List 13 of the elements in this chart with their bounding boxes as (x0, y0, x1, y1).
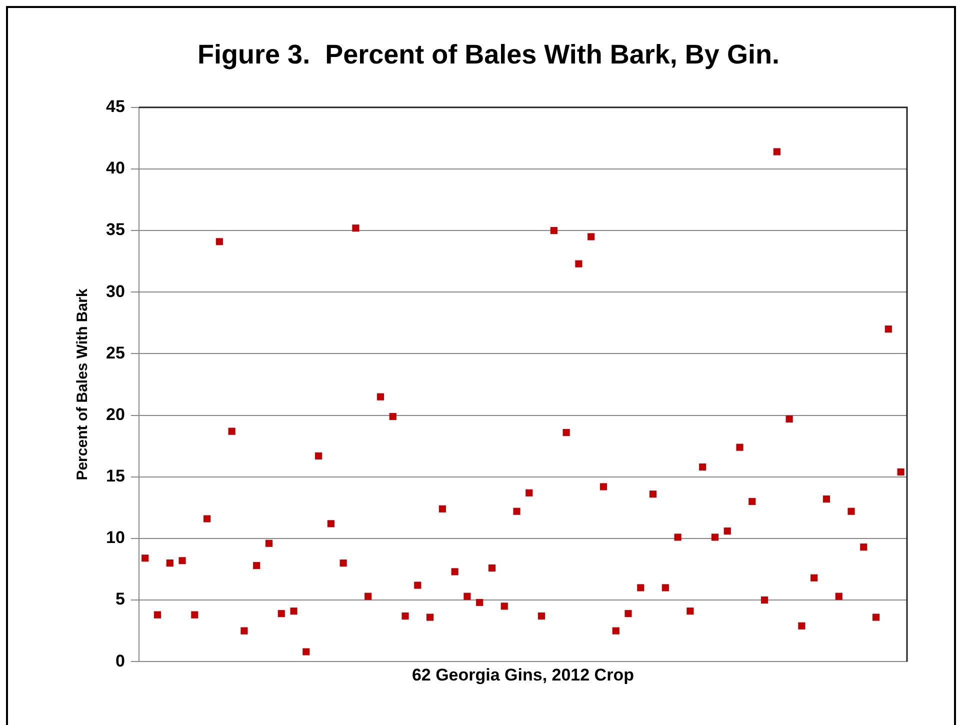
y-axis-title: Percent of Bales With Bark (74, 288, 92, 480)
y-tick-label: 20 (106, 404, 125, 424)
y-tick-label: 35 (106, 220, 125, 240)
y-tick-label: 15 (106, 466, 125, 486)
x-axis-title: 62 Georgia Gins, 2012 Crop (412, 665, 634, 684)
y-tick-label: 45 (106, 97, 125, 116)
y-tick-label: 40 (106, 158, 125, 178)
y-tick-label: 30 (106, 282, 125, 301)
chart-title: Figure 3. Percent of Bales With Bark, By Gin. (198, 40, 780, 70)
y-tick-label: 5 (115, 590, 125, 609)
y-tick-label: 10 (106, 528, 125, 548)
y-tick-label: 25 (106, 343, 125, 362)
y-tick-label: 0 (115, 651, 125, 670)
